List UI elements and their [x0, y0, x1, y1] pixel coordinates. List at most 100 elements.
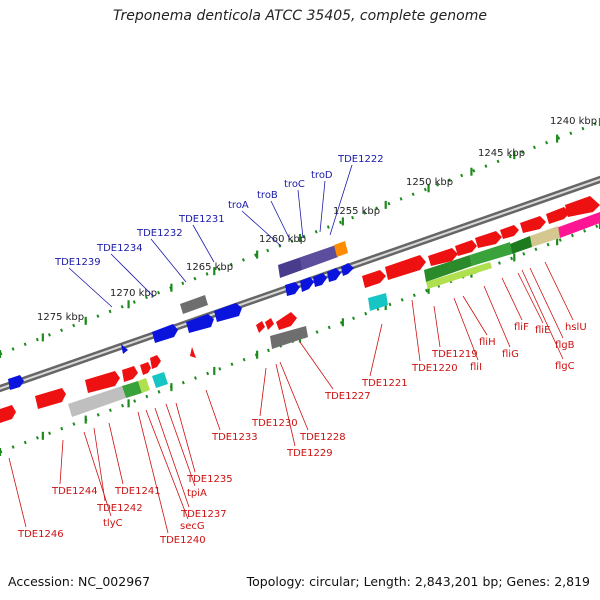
gene-tde1246-blue[interactable] — [8, 375, 24, 390]
gene-flgb-a[interactable] — [520, 216, 546, 233]
reverse-leader-line — [521, 269, 564, 360]
gene-trob[interactable] — [300, 277, 314, 292]
reverse-gene-label[interactable]: fliF — [514, 322, 529, 333]
gene-flig-a[interactable] — [455, 240, 477, 256]
reverse-leader-line — [544, 261, 574, 321]
gene-tde1237[interactable] — [122, 366, 138, 382]
gene-tde1246[interactable] — [0, 405, 16, 423]
reverse-gene-label[interactable]: fliI — [470, 362, 482, 373]
gene-flie-a[interactable] — [500, 225, 519, 239]
gene-secg[interactable] — [85, 371, 120, 393]
reverse-gene-label[interactable]: TDE1235 — [186, 474, 233, 485]
accession-text: Accession: NC_002967 — [8, 574, 151, 589]
gene-flif-a[interactable] — [475, 231, 502, 248]
genome-summary-text: Topology: circular; Length: 2,843,201 bp… — [246, 574, 590, 589]
reverse-gene-label[interactable]: fliH — [479, 337, 496, 348]
gene-tde1233[interactable] — [190, 347, 196, 358]
scale-label: 1265 kbp — [186, 262, 233, 273]
reverse-gene-label[interactable]: hslU — [565, 322, 587, 333]
gene-hslu[interactable] — [556, 212, 600, 238]
forward-gene-label[interactable]: TDE1234 — [96, 243, 143, 254]
forward-leader-line — [150, 238, 187, 283]
reverse-leader-line — [205, 389, 221, 431]
scale-label: 1245 kbp — [478, 148, 525, 159]
reverse-gene-label[interactable]: TDE1220 — [411, 363, 458, 374]
gene-troa[interactable] — [285, 282, 300, 296]
gene-flgc[interactable] — [530, 226, 560, 247]
gene-tde1232[interactable] — [186, 314, 214, 333]
reverse-gene-label[interactable]: TDE1242 — [96, 503, 143, 514]
gene-tde1230[interactable] — [270, 326, 308, 349]
reverse-gene-label[interactable]: TDE1228 — [299, 432, 346, 443]
reverse-gene-label[interactable]: TDE1241 — [114, 486, 161, 497]
reverse-gene-label[interactable]: flgB — [555, 340, 575, 351]
gene-trod-b[interactable] — [327, 268, 341, 282]
forward-leader-line — [68, 267, 113, 308]
forward-gene-label[interactable]: troB — [257, 190, 278, 201]
gene-flgb[interactable] — [510, 236, 532, 254]
reverse-leader-line — [501, 277, 523, 321]
gene-flie[interactable] — [470, 242, 512, 266]
reverse-genes — [0, 196, 600, 423]
reverse-gene-label[interactable]: TDE1240 — [159, 535, 206, 546]
reverse-gene-label[interactable]: TDE1229 — [286, 448, 333, 459]
map-title: Treponema denticola ATCC 35405, complete… — [113, 8, 487, 24]
gene-flgc-a[interactable] — [546, 207, 570, 224]
reverse-gene-label[interactable]: TDE1246 — [17, 529, 64, 540]
gene-tde1232-b[interactable] — [214, 303, 242, 322]
scale-label: 1275 kbp — [37, 312, 84, 323]
reverse-leader-line — [462, 295, 488, 336]
reverse-gene-label[interactable]: fliE — [535, 325, 550, 336]
gene-tde1239[interactable] — [121, 344, 128, 354]
gene-tde1228[interactable] — [256, 321, 265, 333]
genome-backbone-highlight — [0, 178, 600, 390]
forward-gene-label[interactable]: troA — [228, 200, 249, 211]
gene-tde1220-a[interactable] — [362, 270, 386, 288]
reverse-gene-label[interactable]: TDE1244 — [51, 486, 98, 497]
gene-tde1227[interactable] — [276, 312, 297, 330]
gene-tpia[interactable] — [140, 362, 151, 375]
gene-tde1242[interactable] — [122, 381, 142, 398]
reverse-leader-line — [483, 285, 511, 348]
forward-gene-label[interactable]: TDE1232 — [136, 228, 183, 239]
gene-tde1235[interactable] — [150, 355, 161, 369]
gene-tde1234[interactable] — [152, 324, 178, 343]
gene-troc[interactable] — [300, 245, 338, 270]
reverse-gene-label[interactable]: secG — [180, 521, 205, 532]
reverse-leader-line — [59, 439, 64, 485]
forward-gene-label[interactable]: TDE1239 — [54, 257, 101, 268]
forward-leader-line — [270, 200, 291, 241]
gene-tde1231[interactable] — [180, 295, 208, 314]
gene-tde1222-orange[interactable] — [334, 241, 348, 257]
gene-troc-b[interactable] — [313, 273, 327, 287]
reverse-gene-label[interactable]: flgC — [555, 361, 575, 372]
gene-flif[interactable] — [424, 255, 472, 282]
forward-gene-label[interactable]: TDE1222 — [337, 154, 384, 165]
gene-tde1229[interactable] — [265, 318, 274, 330]
gene-tde1219-cyan[interactable] — [368, 293, 388, 311]
forward-gene-label[interactable]: troD — [311, 170, 333, 181]
reverse-gene-label[interactable]: TDE1233 — [211, 432, 258, 443]
reverse-leader-line — [165, 403, 196, 487]
gene-tde1244[interactable] — [152, 372, 168, 388]
reverse-gene-label[interactable]: tlyC — [103, 518, 123, 529]
reverse-gene-label[interactable]: TDE1227 — [324, 391, 371, 402]
gene-flih-a[interactable] — [428, 248, 458, 266]
gene-tlyc[interactable] — [138, 378, 150, 393]
reverse-gene-label[interactable]: TDE1230 — [251, 418, 298, 429]
reverse-leader-line — [411, 299, 421, 362]
gene-hslu-a[interactable] — [565, 196, 600, 217]
forward-gene-label[interactable]: troC — [284, 179, 305, 190]
reverse-gene-label[interactable]: TDE1221 — [361, 378, 408, 389]
gene-flii-a[interactable] — [385, 255, 426, 280]
reverse-gene-label[interactable]: tpiA — [187, 488, 207, 499]
reverse-gene-label[interactable]: fliG — [502, 349, 519, 360]
reverse-gene-label[interactable]: TDE1237 — [180, 509, 227, 520]
gene-flig[interactable] — [426, 262, 492, 289]
gene-tde1241[interactable] — [68, 386, 126, 417]
gene-tde1240[interactable] — [35, 388, 66, 409]
gene-tde1222[interactable] — [341, 263, 354, 276]
reverse-gene-label[interactable]: TDE1219 — [431, 349, 478, 360]
forward-gene-label[interactable]: TDE1231 — [178, 214, 225, 225]
